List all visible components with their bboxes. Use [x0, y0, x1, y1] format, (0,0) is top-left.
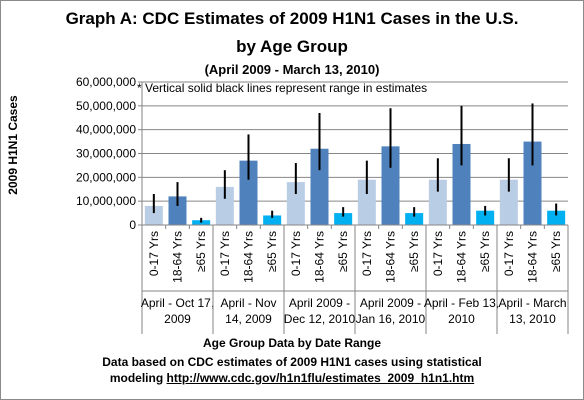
x-tick-label: 18-64 Yrs: [171, 231, 185, 283]
bar: [452, 143, 471, 225]
bar: [499, 179, 518, 225]
chart-title: Graph A: CDC Estimates of 2009 H1N1 Case…: [65, 9, 519, 28]
bar: [144, 205, 163, 225]
group-label: April 2009 -: [360, 296, 421, 310]
y-tick-label: 0: [129, 218, 136, 232]
x-tick-label: 18-64 Yrs: [384, 231, 398, 283]
x-tick-label: ≥65 Yrs: [407, 231, 421, 272]
bar: [547, 210, 566, 225]
x-tick-label: ≥65 Yrs: [265, 231, 279, 272]
bar: [476, 210, 495, 225]
y-tick-label: 60,000,000: [76, 75, 136, 89]
x-axis-title: Age Group Data by Date Range: [202, 336, 382, 350]
group-label: 2009: [164, 312, 191, 326]
x-tick-label: 18-64 Yrs: [526, 231, 540, 283]
x-tick-label: 18-64 Yrs: [455, 231, 469, 283]
bar: [523, 141, 542, 225]
footer-line1: Data based on CDC estimates of 2009 H1N1…: [102, 355, 482, 369]
x-tick-label: ≥65 Yrs: [336, 231, 350, 272]
group-label: April 2009 -: [289, 296, 350, 310]
group-label: 14, 2009: [225, 312, 272, 326]
bar: [239, 160, 258, 225]
group-label: 13, 2010: [509, 312, 556, 326]
x-tick-label: 18-64 Yrs: [313, 231, 327, 283]
bar: [215, 186, 234, 225]
y-tick-label: 20,000,000: [76, 170, 136, 184]
group-label: April - March: [498, 296, 566, 310]
x-tick-label: 0-17 Yrs: [289, 231, 303, 276]
x-tick-label: 0-17 Yrs: [360, 231, 374, 276]
y-tick-label: 10,000,000: [76, 194, 136, 208]
group-label: Jan 16, 2010: [356, 312, 426, 326]
y-tick-label: 50,000,000: [76, 99, 136, 113]
bar: [381, 146, 400, 225]
y-tick-label: 30,000,000: [76, 147, 136, 161]
bar: [405, 213, 424, 225]
x-tick-label: 0-17 Yrs: [431, 231, 445, 276]
x-tick-label: ≥65 Yrs: [478, 231, 492, 272]
bar: [168, 196, 187, 225]
bar: [310, 148, 329, 225]
y-tick-label: 40,000,000: [76, 123, 136, 137]
footer-line2: modeling http://www.cdc.gov/h1n1flu/esti…: [0, 371, 584, 385]
footer-prefix: modeling: [109, 371, 167, 385]
chart-subtitle: (April 2009 - March 13, 2010): [204, 62, 380, 77]
x-tick-label: ≥65 Yrs: [194, 231, 208, 272]
bar: [263, 215, 282, 225]
bar: [286, 182, 305, 225]
bar: [428, 179, 447, 225]
group-label: April - Feb 13,: [424, 296, 499, 310]
x-tick-label: 0-17 Yrs: [218, 231, 232, 276]
group-label: 2010: [448, 312, 475, 326]
bar: [334, 213, 353, 225]
x-tick-label: 0-17 Yrs: [147, 231, 161, 276]
bar: [357, 179, 376, 225]
chart-title-line2: by Age Group: [236, 37, 348, 56]
group-label: Dec 12, 2010: [284, 312, 356, 326]
group-label: April - Oct 17,: [141, 296, 214, 310]
x-tick-label: 18-64 Yrs: [242, 231, 256, 283]
chart-annotation: * Vertical solid black lines represent r…: [137, 81, 428, 95]
group-label: April - Nov: [220, 296, 276, 310]
source-link[interactable]: http://www.cdc.gov/h1n1flu/estimates_200…: [166, 371, 475, 385]
x-tick-label: ≥65 Yrs: [549, 231, 563, 272]
x-tick-label: 0-17 Yrs: [502, 231, 516, 276]
